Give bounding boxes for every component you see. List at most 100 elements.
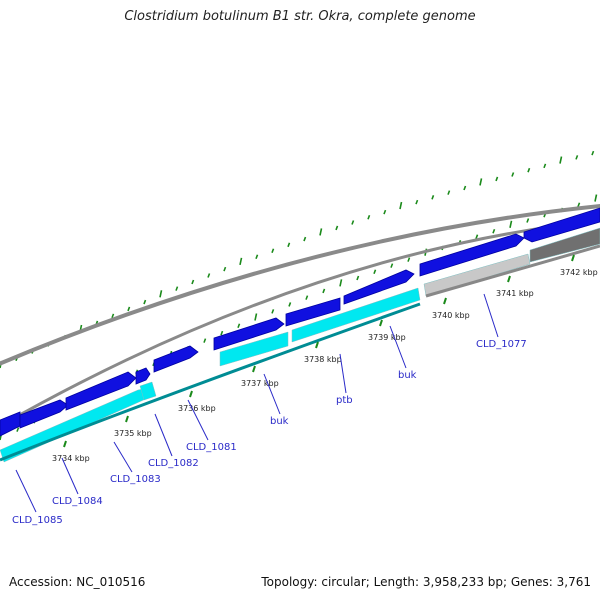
minor-tick (373, 269, 377, 275)
cds-band-reverse (529, 227, 600, 263)
cds-arrow-forward (343, 269, 415, 305)
minor-tick (207, 273, 211, 278)
minor-tick (322, 288, 326, 294)
cds-band-reverse (423, 253, 531, 297)
minor-tick (220, 330, 224, 336)
cds-band-edge (0, 302, 421, 462)
kbp-major-tick (379, 319, 383, 327)
minor-tick (575, 155, 579, 160)
accession-text: Accession: NC_010516 (9, 575, 146, 589)
kbp-major-tick (189, 390, 193, 398)
minor-tick (492, 228, 496, 234)
minor-tick (143, 299, 147, 305)
minor-tick (335, 225, 339, 231)
gene-leader-line (389, 325, 407, 369)
minor-tick (407, 257, 411, 262)
cds-arrow-forward (285, 297, 341, 327)
minor-tick (16, 427, 20, 432)
cds-arrow-forward (135, 367, 151, 385)
cds-band-reverse (139, 381, 157, 401)
gene-label: CLD_1077 (476, 339, 527, 350)
cds-band-reverse (291, 287, 421, 343)
cds-arrow-forward (19, 399, 69, 429)
forward-cds-track (0, 207, 600, 437)
kbp-label: 3740 kbp (432, 311, 470, 320)
kbp-major-tick (571, 254, 575, 262)
minor-tick (271, 309, 275, 314)
minor-tick (288, 302, 292, 307)
minor-tick (203, 338, 207, 343)
minor-tick (447, 190, 451, 195)
kbp-major-tick (507, 275, 511, 283)
gray-band-edge (425, 244, 600, 298)
kbp-label: 3739 kbp (368, 333, 406, 342)
kbp-major-tick (315, 341, 319, 349)
kbp-major-tick (252, 365, 256, 373)
cds-band-reverse (219, 331, 289, 367)
reverse-cds-track (0, 227, 600, 463)
minor-tick (287, 242, 291, 248)
minor-tick (415, 199, 419, 205)
minor-tick (255, 254, 259, 260)
minor-tick (239, 257, 243, 266)
minor-tick (543, 163, 547, 169)
cds-arrow-forward (153, 345, 199, 373)
minor-tick (339, 279, 343, 287)
minor-tick (111, 313, 115, 319)
gene-leader-line (263, 373, 281, 415)
genome-stats-text: Topology: circular; Length: 3,958,233 bp… (261, 575, 591, 589)
minor-tick (319, 228, 323, 236)
gene-label: ptb (336, 395, 353, 406)
cds-arrow-forward (65, 371, 137, 411)
minor-tick (223, 266, 227, 272)
minor-tick (254, 313, 258, 321)
gene-leader-line (15, 469, 37, 513)
gene-label: CLD_1084 (52, 496, 103, 507)
gene-label: CLD_1082 (148, 458, 199, 469)
minor-tick (475, 234, 479, 239)
kbp-label: 3734 kbp (52, 454, 90, 463)
gene-leader-line (154, 413, 173, 457)
cds-arrow-forward (419, 233, 525, 277)
gene-leader-line (339, 353, 347, 394)
minor-tick (303, 236, 307, 242)
kbp-tick-track: 3734 kbp 3735 kbp 3736 kbp 3737 kbp 3738 kbp… (52, 254, 598, 463)
minor-tick (175, 286, 179, 291)
minor-tick (159, 290, 163, 298)
cds-arrow-forward (0, 411, 21, 437)
gene-label-track: CLD_1085 CLD_1084 CLD_1083 CLD_1082 CLD_1081… (12, 293, 527, 526)
minor-tick (594, 194, 598, 202)
minor-tick (463, 185, 467, 191)
gene-label: CLD_1085 (12, 515, 63, 526)
minor-tick (367, 214, 371, 220)
kbp-label: 3735 kbp (114, 429, 152, 438)
minor-tick (127, 306, 131, 312)
minor-tick (383, 209, 387, 215)
minor-tick (390, 263, 394, 268)
minor-tick (527, 167, 531, 173)
minor-tick (351, 220, 355, 225)
kbp-label: 3736 kbp (178, 404, 216, 413)
kbp-label: 3742 kbp (560, 268, 598, 277)
map-title: Clostridium botulinum B1 str. Okra, comp… (124, 9, 476, 24)
gene-leader-line (61, 457, 79, 495)
cds-arrow-forward (523, 207, 600, 243)
minor-tick (271, 248, 275, 254)
gene-leader-line (483, 293, 499, 338)
minor-tick (191, 279, 195, 285)
gene-leader-line (187, 399, 209, 441)
minor-tick (399, 201, 403, 210)
minor-tick (509, 220, 513, 228)
minor-tick (479, 178, 483, 186)
kbp-label: 3741 kbp (496, 289, 534, 298)
minor-tick (559, 156, 563, 164)
minor-tick (356, 275, 360, 281)
minor-tick (237, 323, 241, 329)
kbp-label: 3737 kbp (241, 379, 279, 388)
minor-tick (431, 195, 435, 200)
gene-leader-line (113, 441, 133, 473)
minor-tick (591, 150, 595, 156)
minor-tick (526, 218, 530, 223)
gene-label: CLD_1081 (186, 442, 237, 453)
